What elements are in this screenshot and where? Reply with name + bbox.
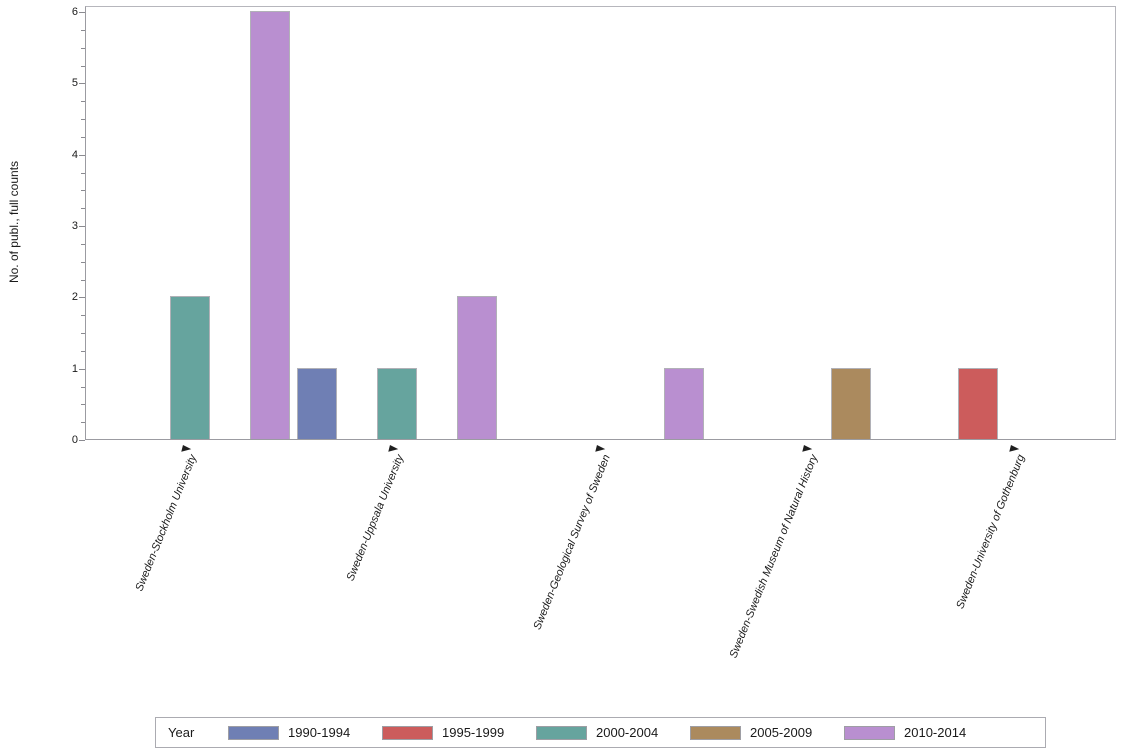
bar-2010-2014-category-2	[664, 368, 704, 439]
legend-swatch-2005-2009	[690, 726, 741, 740]
x-tick-mark	[388, 445, 399, 454]
plot-area	[85, 6, 1116, 440]
y-minor-tick	[81, 404, 85, 405]
y-major-tick	[79, 440, 85, 441]
y-minor-tick	[81, 351, 85, 352]
y-minor-tick	[81, 101, 85, 102]
y-minor-tick	[81, 280, 85, 281]
legend-swatch-2000-2004	[536, 726, 587, 740]
y-minor-tick	[81, 30, 85, 31]
y-tick-label: 4	[71, 149, 78, 161]
bar-2010-2014-category-1	[457, 296, 497, 439]
x-tick-mark	[1009, 445, 1020, 454]
legend-label-2000-2004: 2000-2004	[596, 725, 659, 740]
bar-1990-1994-category-1	[297, 368, 337, 439]
bar-2010-2014-category-0	[250, 11, 290, 439]
y-minor-tick	[81, 208, 85, 209]
bar-2005-2009-category-3	[831, 368, 871, 439]
y-tick-label: 5	[71, 77, 78, 89]
y-minor-tick	[81, 48, 85, 49]
y-minor-tick	[81, 387, 85, 388]
y-tick-label: 3	[71, 220, 78, 232]
x-category-label: Sweden-University of Gothenburg	[954, 453, 1028, 611]
y-major-tick	[79, 297, 85, 298]
bar-2000-2004-category-0	[170, 296, 210, 439]
y-major-tick	[79, 226, 85, 227]
y-minor-tick	[81, 66, 85, 67]
y-tick-label: 6	[71, 6, 78, 18]
legend: Year 1990-1994 1995-1999 2000-2004 2005-200…	[155, 717, 1046, 748]
x-category-label: Sweden-Uppsala University	[344, 453, 407, 583]
x-tick-mark	[802, 445, 813, 454]
bar-1995-1999-category-4	[958, 368, 998, 439]
y-minor-tick	[81, 262, 85, 263]
y-axis-title: No. of publ., full counts	[7, 160, 21, 284]
legend-label-1990-1994: 1990-1994	[288, 725, 351, 740]
y-minor-tick	[81, 137, 85, 138]
legend-title: Year	[168, 725, 195, 740]
y-major-tick	[79, 83, 85, 84]
y-major-tick	[79, 12, 85, 13]
legend-label-2005-2009: 2005-2009	[750, 725, 813, 740]
legend-label-2010-2014: 2010-2014	[904, 725, 967, 740]
y-minor-tick	[81, 244, 85, 245]
y-tick-label: 1	[71, 363, 78, 375]
y-minor-tick	[81, 333, 85, 334]
y-major-tick	[79, 155, 85, 156]
y-minor-tick	[81, 422, 85, 423]
bar-2000-2004-category-1	[377, 368, 417, 439]
legend-swatch-1990-1994	[228, 726, 279, 740]
legend-label-1995-1999: 1995-1999	[442, 725, 505, 740]
y-tick-label: 2	[71, 291, 78, 303]
legend-swatch-1995-1999	[382, 726, 433, 740]
x-tick-mark	[181, 445, 192, 454]
y-minor-tick	[81, 315, 85, 316]
x-category-label: Sweden-Swedish Museum of Natural History	[727, 453, 821, 660]
y-tick-label: 0	[71, 434, 78, 446]
x-category-label: Sweden-Geological Survey of Sweden	[531, 453, 614, 632]
y-minor-tick	[81, 119, 85, 120]
x-category-label: Sweden-Stockholm University	[133, 453, 200, 593]
y-minor-tick	[81, 173, 85, 174]
legend-swatch-2010-2014	[844, 726, 895, 740]
y-major-tick	[79, 369, 85, 370]
y-minor-tick	[81, 190, 85, 191]
